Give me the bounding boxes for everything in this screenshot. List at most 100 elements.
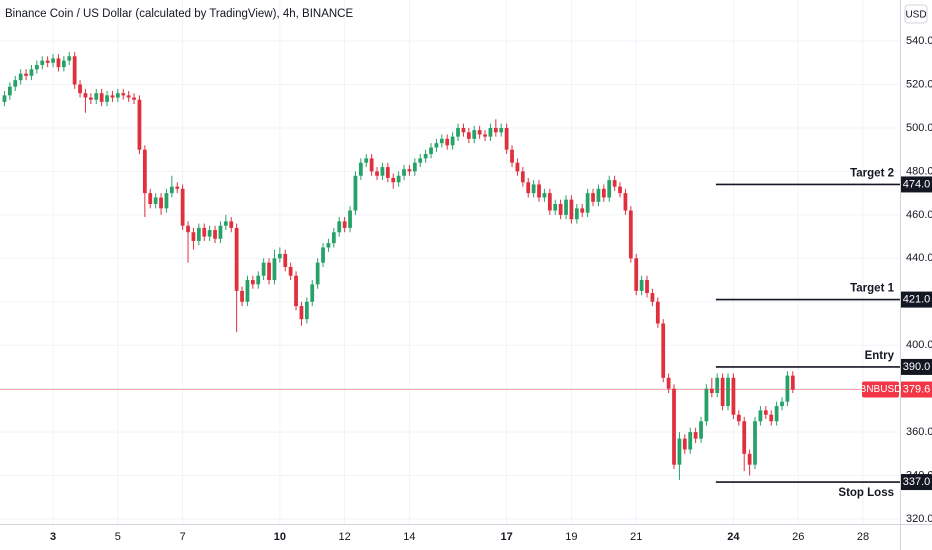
candle-body [672,388,676,465]
candle-body [288,266,293,276]
level-price-tag [901,358,932,375]
candle-body [331,232,336,244]
symbol-label: BNBUSD [860,384,902,395]
candle-body [29,69,34,76]
candle-body [715,377,720,393]
candle-body [585,193,590,213]
candle-body [472,130,477,139]
candle-body [191,232,196,241]
candle-body [655,301,660,324]
candle-body [223,221,228,226]
candle-body [526,182,531,194]
candle-body [326,243,331,248]
candle-body [580,208,585,213]
x-tick-label: 12 [339,531,351,543]
candle-body [574,208,579,220]
candle-body [742,421,747,454]
chart-title: Binance Coin / US Dollar (calculated by … [5,8,353,20]
candle-body [61,60,66,68]
candle-body [612,180,617,187]
grid [0,0,900,524]
candle-body [774,406,779,422]
candle-body [229,221,234,228]
candle-body [375,171,379,176]
candle-body [299,306,304,320]
candle-body [607,180,612,198]
candle-body [380,167,385,176]
candle-body [558,203,563,215]
candle-body [731,377,736,415]
candle-body [277,253,282,259]
symbol-tag [862,381,899,398]
price-label: 379.6 [903,383,931,395]
candle-body [596,188,601,202]
level-label: Target 2 [850,167,894,179]
candle-body [439,138,444,144]
candle-body [358,162,363,176]
level-price-label: 337.0 [903,476,931,488]
candle-body [499,127,504,133]
candle-body [186,225,190,233]
x-tick-label: 24 [727,531,740,543]
candle-body [639,280,644,291]
candle-body [688,432,693,450]
candle-body [456,127,460,137]
candle-body [785,375,790,402]
candle-body [196,227,201,241]
candle-body [202,227,207,237]
candle-body [542,193,547,198]
candle-body [315,262,320,285]
currency-box[interactable] [904,4,928,24]
x-tick-label: 14 [403,531,415,543]
candle-body [520,171,525,183]
level-label: Target 1 [850,283,894,295]
candle-body [169,186,174,194]
candle-body [699,421,703,439]
candle-body [153,197,158,204]
candle-body [56,58,61,68]
candle-body [601,188,606,198]
candle-body [7,86,12,96]
candle-body [207,230,212,237]
level-price-label: 421.0 [903,293,931,305]
candle-body [645,280,649,294]
candle-body [515,162,520,172]
candle-body [283,253,288,267]
candle-body [294,275,298,307]
candle-body [2,95,7,102]
level-price-tag [901,474,932,491]
level-price-label: 474.0 [903,178,931,190]
plot [2,51,795,480]
candle-body [564,199,568,215]
candle-body [369,158,374,172]
candle-body [493,127,498,133]
candle-body [321,247,325,263]
candle-body [137,99,142,150]
candle-body [396,175,401,183]
level-price-tag [901,291,932,308]
candle-body [267,262,271,281]
candle-body [34,64,39,70]
candle-body [78,84,82,94]
candle-body [434,143,439,148]
candle-body [348,210,352,228]
candle-body [304,301,309,320]
candle-body [83,93,88,98]
candle-body [618,186,622,194]
level-label: Entry [865,350,895,362]
candle-body [272,258,277,281]
candle-body [148,193,153,204]
candle-body [391,177,396,183]
candle-body [423,154,428,159]
candle-body [650,293,655,302]
candle-body [483,134,487,137]
candle-body [159,197,163,209]
candle-body [780,401,784,407]
candle-body [429,147,433,155]
candle-body [634,258,639,291]
candle-body [72,56,77,85]
candle-body [402,169,406,176]
currency[interactable]: USD [905,10,926,21]
candle-body [240,290,244,302]
